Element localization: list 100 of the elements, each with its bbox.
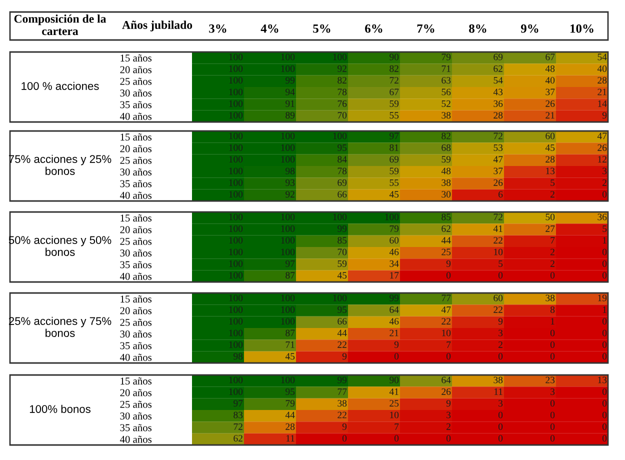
data-label: 77 [338, 388, 347, 395]
y-tick-label: 25 años [120, 400, 152, 408]
data-label: 45 [545, 144, 555, 151]
data-label: 92 [286, 191, 294, 198]
data-label: 0 [446, 353, 451, 360]
data-label: 2 [602, 179, 606, 186]
data-label: 0 [550, 330, 555, 336]
data-label: 21 [546, 112, 554, 119]
y-tick-label: 35 años [120, 424, 152, 432]
data-label: 83 [234, 412, 243, 418]
data-label: 0 [498, 435, 503, 442]
data-label: 82 [338, 77, 346, 84]
data-label: 28 [286, 423, 295, 430]
data-label: 79 [442, 54, 451, 60]
data-label: 7 [550, 237, 555, 244]
data-label: 22 [442, 318, 450, 325]
data-label: 62 [494, 65, 502, 72]
y-tick-label: 35 años [120, 342, 152, 350]
y-tick-label: 20 años [120, 226, 152, 234]
data-label: 66 [338, 318, 347, 325]
data-label: 48 [545, 65, 555, 72]
data-label: 53 [494, 144, 503, 151]
data-label: 100 [229, 388, 243, 395]
y-tick-label: 40 años [120, 112, 152, 120]
data-label: 95 [286, 388, 295, 395]
data-label: 10 [442, 330, 451, 336]
data-label: 1 [602, 237, 606, 244]
data-label: 0 [602, 388, 607, 395]
data-label: 0 [394, 435, 399, 442]
data-label: 97 [390, 132, 399, 140]
data-label: 5 [602, 225, 607, 232]
data-label: 0 [602, 400, 607, 407]
data-label: 100 [281, 294, 295, 302]
data-label: 95 [338, 306, 347, 313]
y-tick-label: 40 años [120, 272, 152, 280]
data-label: 26 [598, 144, 607, 151]
data-label: 34 [390, 260, 399, 267]
data-label: 0 [602, 272, 607, 279]
y-tick-label: 25 años [120, 78, 152, 85]
data-label: 7 [446, 341, 451, 348]
data-label: 70 [338, 248, 347, 256]
data-label: 97 [234, 400, 243, 407]
data-label: 100 [229, 112, 243, 119]
data-label: 54 [598, 54, 607, 60]
data-label: 95 [338, 144, 347, 151]
data-label: 60 [390, 237, 399, 244]
data-label: 12 [598, 156, 606, 163]
data-label: 0 [602, 412, 607, 418]
x-tick-label: 6% [365, 24, 382, 33]
data-label: 100 [333, 294, 347, 302]
data-label: 82 [390, 65, 398, 72]
data-label: 0 [550, 341, 555, 348]
data-label: 5 [550, 179, 555, 186]
data-label: 19 [598, 294, 607, 302]
data-label: 100 [229, 88, 243, 96]
data-label: 41 [389, 388, 398, 395]
data-label: 47 [441, 306, 451, 313]
data-label: 23 [546, 376, 555, 384]
data-label: 62 [442, 225, 450, 232]
data-label: 47 [597, 132, 607, 140]
data-label: 100 [229, 156, 243, 163]
data-label: 64 [390, 306, 399, 313]
data-label: 55 [390, 179, 399, 186]
data-label: 25 [442, 248, 451, 256]
data-label: 59 [338, 260, 347, 267]
data-label: 100 [229, 191, 243, 198]
data-label: 89 [286, 112, 295, 119]
data-label: 7 [394, 423, 399, 430]
y-tick-label: 20 años [120, 389, 152, 396]
data-label: 0 [446, 435, 451, 442]
data-label: 0 [550, 435, 555, 442]
y-tick-label: 15 años [120, 214, 152, 222]
data-label: 72 [390, 77, 398, 84]
x-tick-label: 3% [209, 24, 226, 33]
data-label: 9 [446, 400, 451, 407]
data-label: 71 [442, 65, 450, 72]
y-tick-label: 35 años [120, 261, 152, 268]
x-tick-label: 4% [260, 24, 278, 33]
y-tick-label: 15 años [120, 54, 152, 62]
data-label: 0 [342, 435, 347, 442]
data-label: 9 [446, 260, 451, 267]
data-label: 78 [338, 88, 347, 96]
x-tick-label: 9% [520, 24, 538, 33]
data-label: 27 [546, 225, 555, 232]
data-label: 0 [602, 330, 607, 336]
data-label: 98 [286, 168, 295, 174]
y-tick-label: 15 años [120, 377, 152, 385]
data-label: 90 [390, 54, 399, 60]
data-label: 50 [546, 214, 555, 220]
data-label: 59 [442, 156, 451, 163]
data-label: 55 [390, 112, 399, 119]
data-label: 69 [390, 156, 399, 163]
data-label: 72 [234, 423, 242, 430]
y-tick-label: 25 años [120, 156, 152, 164]
x-tick-label: 7% [417, 24, 434, 33]
data-label: 26 [442, 388, 451, 395]
data-label: 10 [494, 248, 503, 256]
data-label: 44 [441, 237, 451, 244]
data-label: 2 [498, 341, 502, 348]
data-label: 2 [550, 191, 554, 198]
